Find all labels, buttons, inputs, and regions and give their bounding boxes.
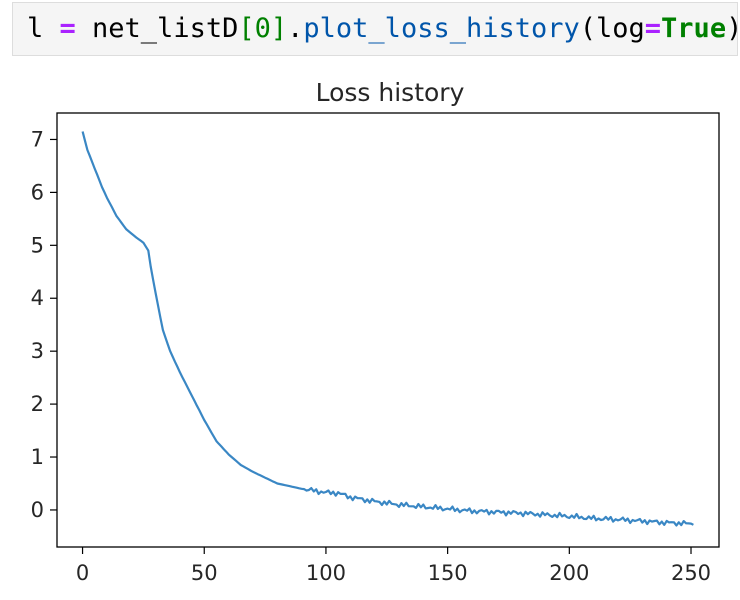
y-tick-label: 0	[31, 498, 44, 522]
y-tick-label: 4	[31, 286, 44, 310]
code-token: 0	[254, 13, 271, 44]
code-token: True	[661, 13, 727, 44]
x-tick-label: 50	[191, 561, 218, 585]
x-tick-label: 100	[306, 561, 346, 585]
code-token: net_listD	[75, 13, 239, 44]
y-tick-label: 2	[31, 392, 44, 416]
code-token: =	[644, 13, 662, 44]
code-token: plot_loss_history	[303, 13, 580, 44]
y-tick-label: 1	[31, 445, 44, 469]
code-token: )	[726, 13, 740, 44]
y-tick-label: 3	[31, 339, 44, 363]
y-axis: 0 1 2 3 4 5 6 7	[31, 127, 57, 522]
code-token: l	[27, 13, 60, 44]
x-tick-label: 200	[549, 561, 589, 585]
x-tick-label: 150	[428, 561, 468, 585]
code-token: [	[238, 13, 255, 44]
x-axis: 0 50 100 150 200 250	[76, 547, 711, 585]
code-token: ]	[270, 13, 288, 44]
x-tick-label: 0	[76, 561, 89, 585]
chart-title: Loss history	[316, 78, 465, 107]
x-tick-label: 250	[671, 561, 711, 585]
loss-line	[81, 131, 694, 527]
code-cell[interactable]: l = net_listD[0].plot_loss_history(log=T…	[12, 2, 740, 56]
code-token: =	[59, 13, 76, 44]
plot-frame	[56, 112, 720, 548]
y-tick-label: 6	[31, 180, 44, 204]
y-tick-label: 7	[31, 127, 44, 151]
code-token: (log	[579, 13, 645, 44]
code-token: .	[287, 13, 304, 44]
y-tick-label: 5	[31, 233, 44, 257]
